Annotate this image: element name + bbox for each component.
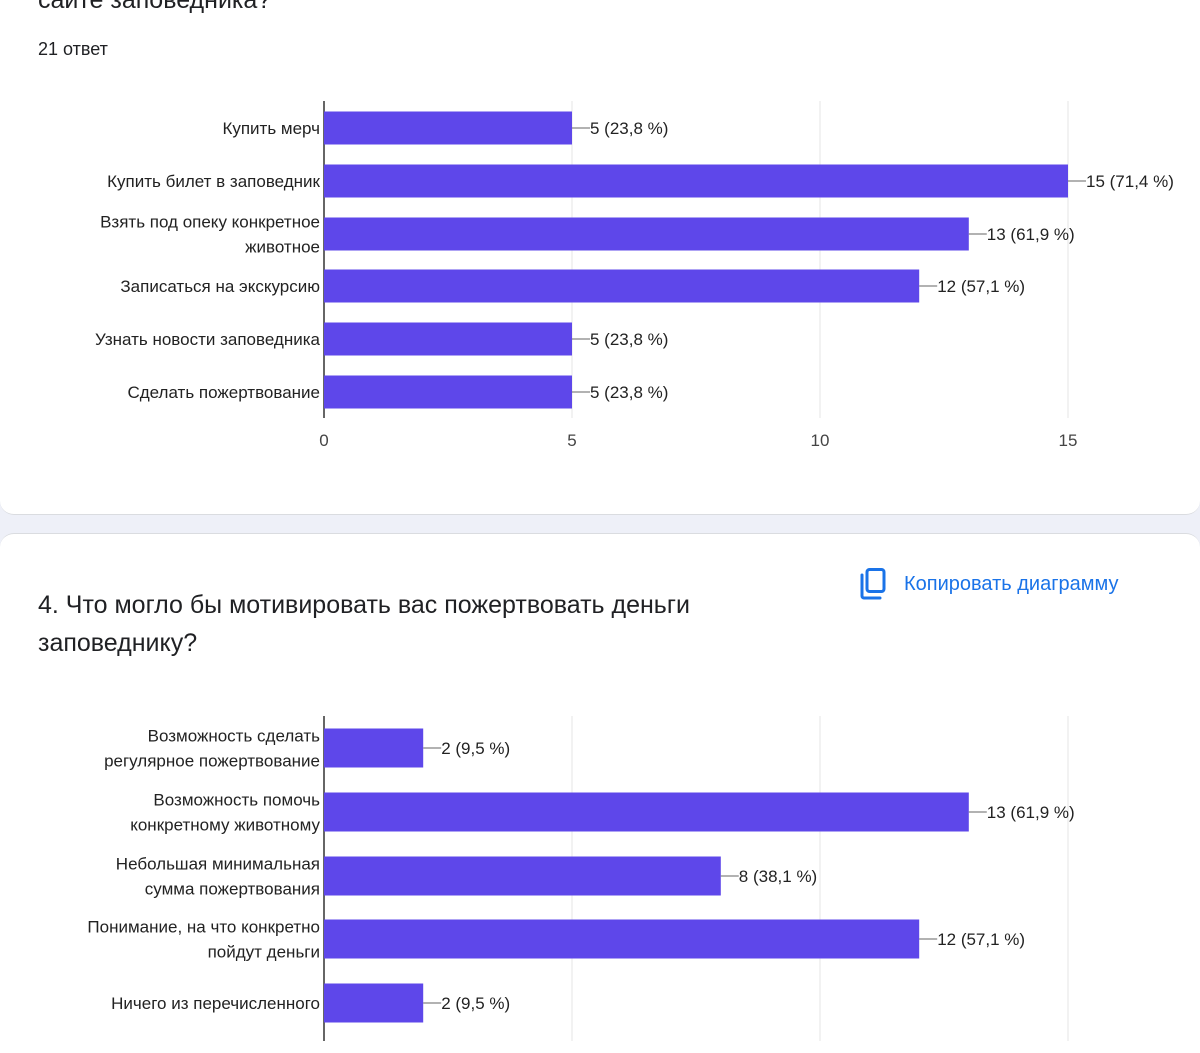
bar	[324, 375, 572, 409]
value-label: 8 (38,1 %)	[739, 867, 817, 886]
category-label: животное	[245, 238, 320, 257]
bar	[324, 217, 969, 251]
copy-icon	[860, 568, 886, 600]
bar	[324, 728, 424, 768]
value-label: 13 (61,9 %)	[987, 803, 1075, 822]
category-label: Возможность помочь	[153, 791, 320, 810]
value-label: 12 (57,1 %)	[937, 277, 1025, 296]
value-label: 12 (57,1 %)	[937, 930, 1025, 949]
category-label: Взять под опеку конкретное	[100, 213, 320, 232]
category-label: Возможность сделать	[148, 727, 321, 746]
bar	[324, 792, 969, 832]
x-tick-label: 15	[1059, 431, 1078, 450]
bar	[324, 919, 920, 959]
category-label: Сделать пожертвование	[127, 383, 320, 402]
category-label: Купить билет в заповедник	[107, 172, 320, 191]
question-title-line-1: 4. Что могло бы мотивировать вас пожертв…	[38, 591, 690, 619]
category-label: Ничего из перечисленного	[111, 994, 320, 1013]
value-label: 2 (9,5 %)	[441, 994, 510, 1013]
question-title-line-2: заповеднику?	[38, 629, 198, 657]
plot-area	[324, 101, 1068, 418]
question-title: 4. Что могло бы мотивировать вас пожертв…	[38, 586, 818, 662]
x-tick-label: 0	[319, 431, 328, 450]
value-label: 5 (23,8 %)	[590, 119, 668, 138]
category-label: пойдут деньги	[208, 943, 320, 962]
bar	[324, 983, 424, 1023]
bar	[324, 856, 721, 896]
value-label: 15 (71,4 %)	[1086, 172, 1174, 191]
bar	[324, 322, 572, 356]
category-label: Понимание, на что конкретно	[87, 918, 320, 937]
category-label: Узнать новости заповедника	[95, 330, 321, 349]
category-label: сумма пожертвования	[145, 880, 320, 899]
category-label: Записаться на экскурсию	[120, 277, 320, 296]
x-tick-label: 10	[811, 431, 830, 450]
value-label: 5 (23,8 %)	[590, 330, 668, 349]
category-label: Купить мерч	[222, 119, 320, 138]
copy-chart-button[interactable]: Копировать диаграмму	[858, 562, 1118, 606]
question-title: сайте заповедника?	[38, 0, 272, 14]
copy-chart-label: Копировать диаграмму	[904, 572, 1119, 595]
bar	[324, 269, 920, 303]
category-label: Небольшая минимальная	[116, 855, 320, 874]
x-tick-label: 5	[567, 431, 576, 450]
value-label: 5 (23,8 %)	[590, 383, 668, 402]
category-label: конкретному животному	[130, 816, 320, 835]
category-label: регулярное пожертвование	[104, 752, 320, 771]
value-label: 2 (9,5 %)	[441, 739, 510, 758]
response-count: 21 ответ	[38, 39, 108, 59]
bar	[324, 111, 572, 145]
bar	[324, 164, 1068, 198]
value-label: 13 (61,9 %)	[987, 225, 1075, 244]
